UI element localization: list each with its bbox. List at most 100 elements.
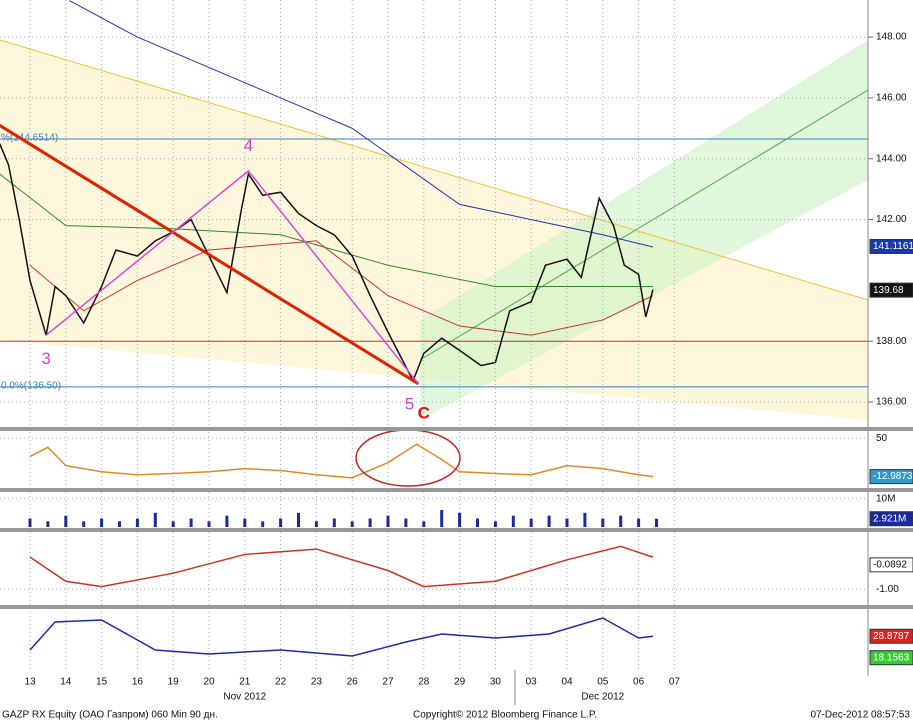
volume-bar (386, 515, 390, 527)
separator (0, 528, 913, 532)
x-tick-label: 04 (561, 677, 573, 688)
volume-bar (601, 518, 605, 527)
price-tag-label: 139.68 (873, 285, 904, 296)
footer-left: GAZP RX Equity (ОАО Газпром) 060 Min 90 … (2, 710, 218, 721)
up-channel (420, 40, 868, 420)
x-tick-label: 15 (96, 677, 108, 688)
price-tag (869, 282, 913, 298)
y-tick-label: 50 (876, 433, 888, 444)
indicator-line (29, 443, 654, 479)
month-label: Nov 2012 (223, 692, 266, 703)
volume-bar (261, 521, 265, 527)
volume-bar (297, 512, 300, 527)
level-label: %(144.6514) (1, 133, 58, 144)
price-tag (869, 557, 913, 573)
x-tick-label: 26 (347, 677, 359, 688)
price-tag-label: 2.921M (873, 513, 906, 524)
volume-bar (100, 518, 104, 527)
separator (0, 427, 913, 431)
x-tick-label: 19 (168, 677, 180, 688)
x-tick-label: 27 (382, 677, 394, 688)
x-tick-label: 22 (275, 677, 287, 688)
volume-bar (118, 521, 121, 527)
wave-label: 3 (41, 349, 50, 368)
wave-label: 5 (405, 395, 414, 414)
x-tick-label: 20 (203, 677, 215, 688)
wave-label: C (418, 404, 430, 423)
separator (0, 605, 913, 609)
y-tick-label: 142.00 (876, 214, 907, 225)
volume-bar (82, 521, 86, 527)
volume-bar (332, 518, 336, 527)
volume-bar (207, 521, 211, 527)
separator (0, 488, 913, 492)
y-tick-label: -1.00 (876, 584, 899, 595)
moving-average (0, 173, 653, 287)
price-tag-label: -0.0892 (873, 560, 907, 571)
volume-bar (476, 518, 479, 527)
price-line (0, 143, 654, 383)
volume-bar (404, 518, 408, 527)
channel-edge (0, 39, 869, 301)
footer-right: 07-Dec-2012 08:57:53 (810, 710, 910, 721)
volume-bar (28, 518, 32, 527)
x-tick-label: 13 (24, 677, 36, 688)
price-tag (869, 238, 913, 254)
volume-bar (458, 512, 462, 527)
price-tag-label: 18.1563 (873, 652, 910, 663)
volume-bar (153, 512, 157, 527)
volume-bar (583, 512, 587, 527)
indicator-line (29, 617, 654, 657)
price-tag (869, 511, 913, 527)
month-label: Dec 2012 (581, 692, 624, 703)
price-tag (869, 628, 913, 644)
wave-line (0, 124, 420, 386)
volume-bar (225, 515, 229, 527)
x-tick-label: 16 (132, 677, 144, 688)
volume-bar (547, 515, 551, 527)
y-tick-label: 138.00 (876, 336, 907, 347)
y-tick-label: 136.00 (876, 397, 907, 408)
x-tick-label: 03 (526, 677, 538, 688)
x-tick-label: 06 (633, 677, 645, 688)
volume-bar (279, 518, 283, 527)
x-tick-label: 30 (490, 677, 502, 688)
volume-bar (350, 521, 354, 527)
volume-bar (368, 518, 372, 527)
volume-bar (565, 518, 569, 527)
x-tick-label: 07 (669, 677, 681, 688)
y-tick-label: 10M (876, 493, 895, 504)
volume-bar (529, 518, 533, 527)
y-tick-label: 144.00 (876, 153, 907, 164)
price-tag-label: -12.9873 (873, 471, 913, 482)
volume-bar (511, 515, 515, 527)
x-tick-label: 05 (597, 677, 609, 688)
wave-label: 4 (244, 136, 253, 155)
volume-bar (135, 518, 139, 527)
down-channel (0, 40, 868, 420)
price-tag-label: 28.8787 (873, 631, 910, 642)
volume-bar (440, 510, 444, 527)
volume-bar (189, 518, 193, 527)
price-tag-label: 141.1161 (873, 241, 913, 252)
volume-bar (493, 521, 497, 527)
x-tick-label: 21 (239, 677, 251, 688)
x-tick-label: 14 (60, 677, 72, 688)
price-tag (869, 650, 913, 666)
price-tag (869, 469, 913, 485)
x-tick-label: 29 (454, 677, 466, 688)
footer-center: Copyright© 2012 Bloomberg Finance L.P. (413, 710, 597, 721)
volume-bar (314, 521, 318, 527)
volume-bar (655, 518, 658, 527)
level-label: 0.0%(136.50) (1, 380, 61, 391)
indicator-line (29, 545, 654, 588)
channel-mid (419, 89, 869, 361)
volume-bar (46, 521, 50, 527)
x-tick-label: 23 (311, 677, 323, 688)
volume-bar (422, 521, 426, 527)
x-tick-label: 28 (418, 677, 430, 688)
y-tick-label: 146.00 (876, 93, 907, 104)
volume-bar (637, 518, 641, 527)
volume-bar (64, 515, 68, 527)
